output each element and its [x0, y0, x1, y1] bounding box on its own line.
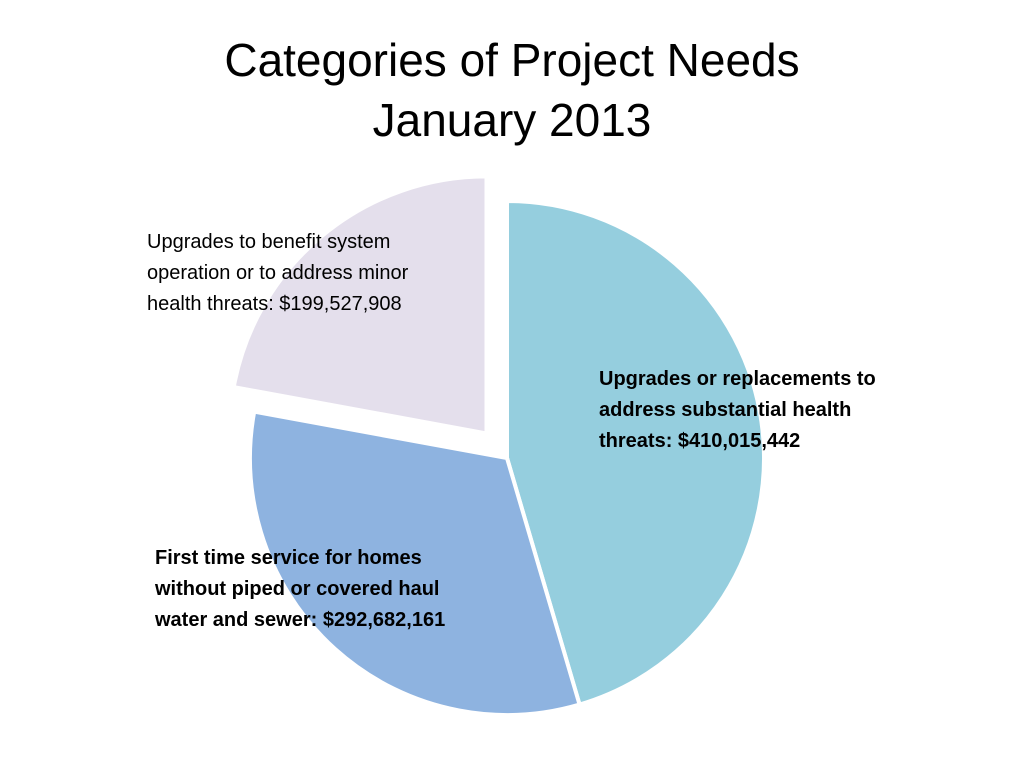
pie-slice-first-time-service: [248, 409, 582, 717]
slice-label-line: threats: $410,015,442: [599, 430, 801, 452]
chart-title: Categories of Project Needs January 2013: [0, 30, 1024, 150]
slice-label-line: water and sewer: $292,682,161: [155, 609, 446, 631]
slice-label-line: health threats: $199,527,908: [147, 293, 402, 315]
slice-label-first-time-service: First time service for homes without pip…: [155, 543, 445, 636]
pie-slice-substantial-health-threats: [505, 199, 766, 707]
chart-title-line-1: Categories of Project Needs: [224, 34, 800, 86]
slice-label-minor-health-threats: Upgrades to benefit system operation or …: [147, 227, 408, 320]
slice-label-substantial-health-threats: Upgrades or replacements to address subs…: [599, 364, 876, 457]
slice-label-line: operation or to address minor: [147, 262, 409, 284]
pie-slice-minor-health-threats: [231, 174, 489, 436]
slice-label-line: Upgrades to benefit system: [147, 231, 391, 253]
slice-label-line: without piped or covered haul: [155, 578, 440, 600]
slice-label-line: address substantial health: [599, 399, 852, 421]
slice-label-line: Upgrades or replacements to: [599, 368, 876, 390]
chart-title-line-2: January 2013: [372, 94, 652, 146]
slice-label-line: First time service for homes: [155, 547, 422, 569]
